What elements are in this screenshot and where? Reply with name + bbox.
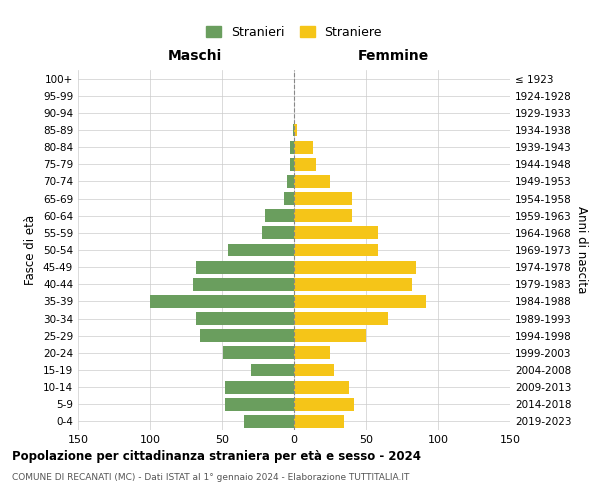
Bar bbox=[294, 244, 377, 256]
Legend: Stranieri, Straniere: Stranieri, Straniere bbox=[206, 26, 382, 39]
Bar bbox=[294, 380, 349, 394]
Y-axis label: Anni di nascita: Anni di nascita bbox=[575, 206, 588, 294]
Bar bbox=[294, 364, 334, 376]
Bar bbox=[244, 415, 294, 428]
Bar bbox=[294, 346, 330, 360]
Bar bbox=[284, 192, 294, 205]
Y-axis label: Fasce di età: Fasce di età bbox=[25, 215, 37, 285]
Bar bbox=[294, 210, 352, 222]
Text: COMUNE DI RECANATI (MC) - Dati ISTAT al 1° gennaio 2024 - Elaborazione TUTTITALI: COMUNE DI RECANATI (MC) - Dati ISTAT al … bbox=[12, 472, 409, 482]
Bar bbox=[290, 140, 294, 153]
Bar bbox=[200, 330, 294, 342]
Bar bbox=[294, 140, 313, 153]
Bar bbox=[262, 226, 294, 239]
Bar bbox=[294, 295, 427, 308]
Bar bbox=[223, 346, 294, 360]
Bar bbox=[225, 380, 294, 394]
Bar bbox=[150, 295, 294, 308]
Bar bbox=[293, 124, 294, 136]
Bar bbox=[290, 158, 294, 170]
Bar bbox=[265, 210, 294, 222]
Text: Maschi: Maschi bbox=[167, 49, 222, 63]
Bar bbox=[294, 226, 377, 239]
Text: Popolazione per cittadinanza straniera per età e sesso - 2024: Popolazione per cittadinanza straniera p… bbox=[12, 450, 421, 463]
Bar bbox=[294, 330, 366, 342]
Bar bbox=[287, 175, 294, 188]
Bar bbox=[196, 260, 294, 274]
Bar bbox=[294, 192, 352, 205]
Bar bbox=[294, 398, 355, 410]
Text: Femmine: Femmine bbox=[358, 49, 429, 63]
Bar bbox=[294, 158, 316, 170]
Bar bbox=[294, 175, 330, 188]
Bar bbox=[228, 244, 294, 256]
Bar bbox=[294, 312, 388, 325]
Bar bbox=[225, 398, 294, 410]
Bar bbox=[294, 260, 416, 274]
Bar bbox=[196, 312, 294, 325]
Bar bbox=[294, 124, 297, 136]
Bar bbox=[294, 278, 412, 290]
Bar bbox=[193, 278, 294, 290]
Bar bbox=[251, 364, 294, 376]
Bar bbox=[294, 415, 344, 428]
